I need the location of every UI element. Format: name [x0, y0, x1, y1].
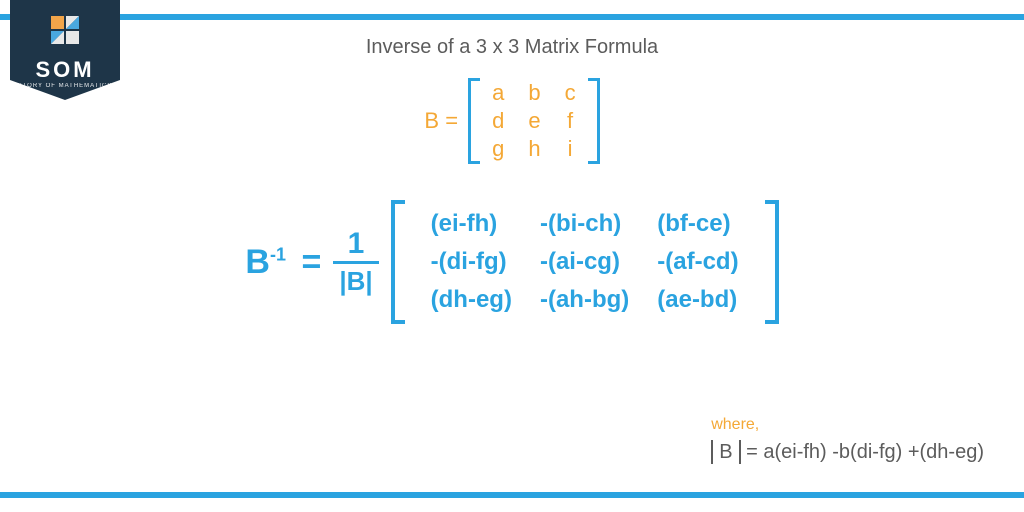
inverse-formula: B-1 = 1 |B| (ei-fh) -(bi-ch) (bf-ce) -(d… — [0, 200, 1024, 324]
cell: a — [492, 80, 504, 106]
exponent: -1 — [270, 244, 286, 264]
fraction-numerator: 1 — [342, 227, 371, 261]
bracket-left-icon — [468, 78, 480, 164]
cell: c — [565, 80, 576, 106]
symbol-B: B — [245, 243, 270, 281]
cell: -(bi-ch) — [540, 210, 629, 238]
abs-B: B — [711, 440, 740, 464]
top-accent-bar — [0, 14, 1024, 20]
cell: g — [492, 136, 504, 162]
cell: d — [492, 108, 504, 134]
bracket-right-icon — [588, 78, 600, 164]
matrix-B-lhs: B = — [424, 108, 458, 134]
cell: -(ah-bg) — [540, 286, 629, 314]
big-bracket-left-icon — [391, 200, 405, 324]
logo-mark-icon — [47, 12, 83, 48]
cell: (bf-ce) — [657, 210, 738, 238]
equals-sign: = — [301, 243, 321, 281]
cell: e — [528, 108, 540, 134]
det-expression: = a(ei-fh) -b(di-fg) +(dh-eg) — [746, 441, 984, 463]
cell: (ae-bd) — [657, 286, 738, 314]
matrix-B-grid: a b c d e f g h i — [484, 78, 584, 164]
cell: h — [528, 136, 540, 162]
determinant-line: B = a(ei-fh) -b(di-fg) +(dh-eg) — [711, 440, 984, 464]
cell: -(af-cd) — [657, 248, 738, 276]
cell: f — [565, 108, 576, 134]
cell: i — [565, 136, 576, 162]
bottom-accent-bar — [0, 492, 1024, 498]
where-label: where, — [711, 416, 984, 434]
logo-title: SOM — [10, 57, 120, 83]
cell: -(di-fg) — [431, 248, 512, 276]
cell: (ei-fh) — [431, 210, 512, 238]
fraction-denominator: |B| — [333, 264, 378, 297]
logo-subtitle: STORY OF MATHEMATICS — [10, 83, 120, 89]
where-block: where, B = a(ei-fh) -b(di-fg) +(dh-eg) — [711, 416, 984, 464]
page-title: Inverse of a 3 x 3 Matrix Formula — [0, 36, 1024, 59]
cell: -(ai-cg) — [540, 248, 629, 276]
matrix-B-definition: B = a b c d e f g h i — [0, 78, 1024, 164]
cell: (dh-eg) — [431, 286, 512, 314]
adjugate-grid: (ei-fh) -(bi-ch) (bf-ce) -(di-fg) -(ai-c… — [417, 200, 753, 324]
B-inverse-symbol: B-1 = — [245, 243, 321, 282]
one-over-detB: 1 |B| — [333, 227, 378, 297]
logo-badge: SOM STORY OF MATHEMATICS — [10, 0, 120, 100]
cell: b — [528, 80, 540, 106]
big-bracket-right-icon — [765, 200, 779, 324]
